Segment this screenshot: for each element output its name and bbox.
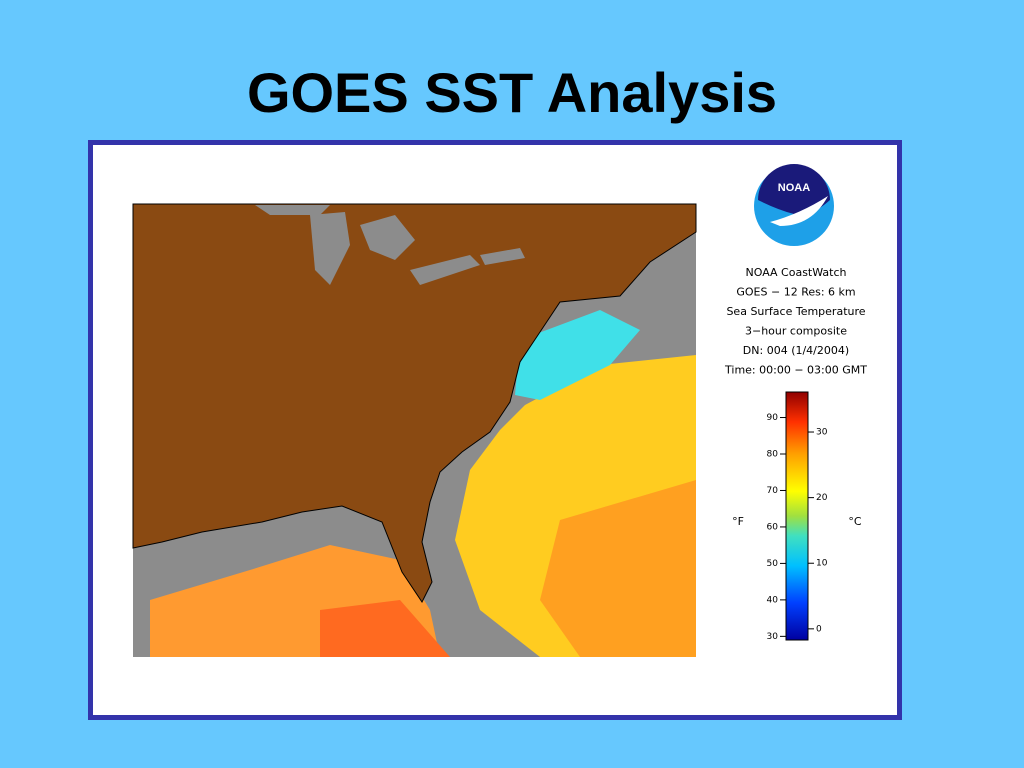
caption-line: Sea Surface Temperature [726,305,865,318]
caption-line: Time: 00:00 − 03:00 GMT [724,364,867,377]
c-tick-label: 0 [816,624,822,634]
caption-line: NOAA CoastWatch [746,266,847,279]
lake-superior [255,205,330,215]
coastal-cool [515,310,640,400]
sst-map [132,203,697,657]
caribbean-warm [320,600,450,657]
logo-top [758,164,830,215]
lake-erie [410,255,480,285]
c-tick-label: 30 [816,428,828,438]
caption-line: 3−hour composite [745,325,847,338]
c-tick-label: 10 [816,559,828,569]
f-tick-label: 90 [767,413,779,423]
caption-line: DN: 004 (1/4/2004) [743,344,849,357]
slide-title: GOES SST Analysis [247,61,777,124]
f-tick-label: 80 [767,450,779,460]
f-tick-label: 70 [767,486,779,496]
color-bar [785,391,809,641]
fahrenheit-label: °F [732,515,744,528]
logo-text: NOAA [778,182,810,194]
atlantic-warmer [540,480,696,657]
celsius-label: °C [848,515,862,528]
c-tick-label: 20 [816,493,828,503]
f-tick-label: 60 [767,522,779,532]
f-tick-label: 50 [767,559,779,569]
caption-line: GOES − 12 Res: 6 km [736,286,855,299]
caption: NOAA CoastWatch GOES − 12 Res: 6 km Sea Su… [724,266,867,377]
logo-bird [770,196,828,226]
f-tick-label: 40 [767,595,779,605]
f-tick-label: 30 [767,632,779,642]
lake-huron [360,215,415,260]
noaa-logo: NOAA [754,164,834,246]
lake-ontario [480,248,525,265]
lake-michigan [310,212,350,285]
land [132,203,697,603]
